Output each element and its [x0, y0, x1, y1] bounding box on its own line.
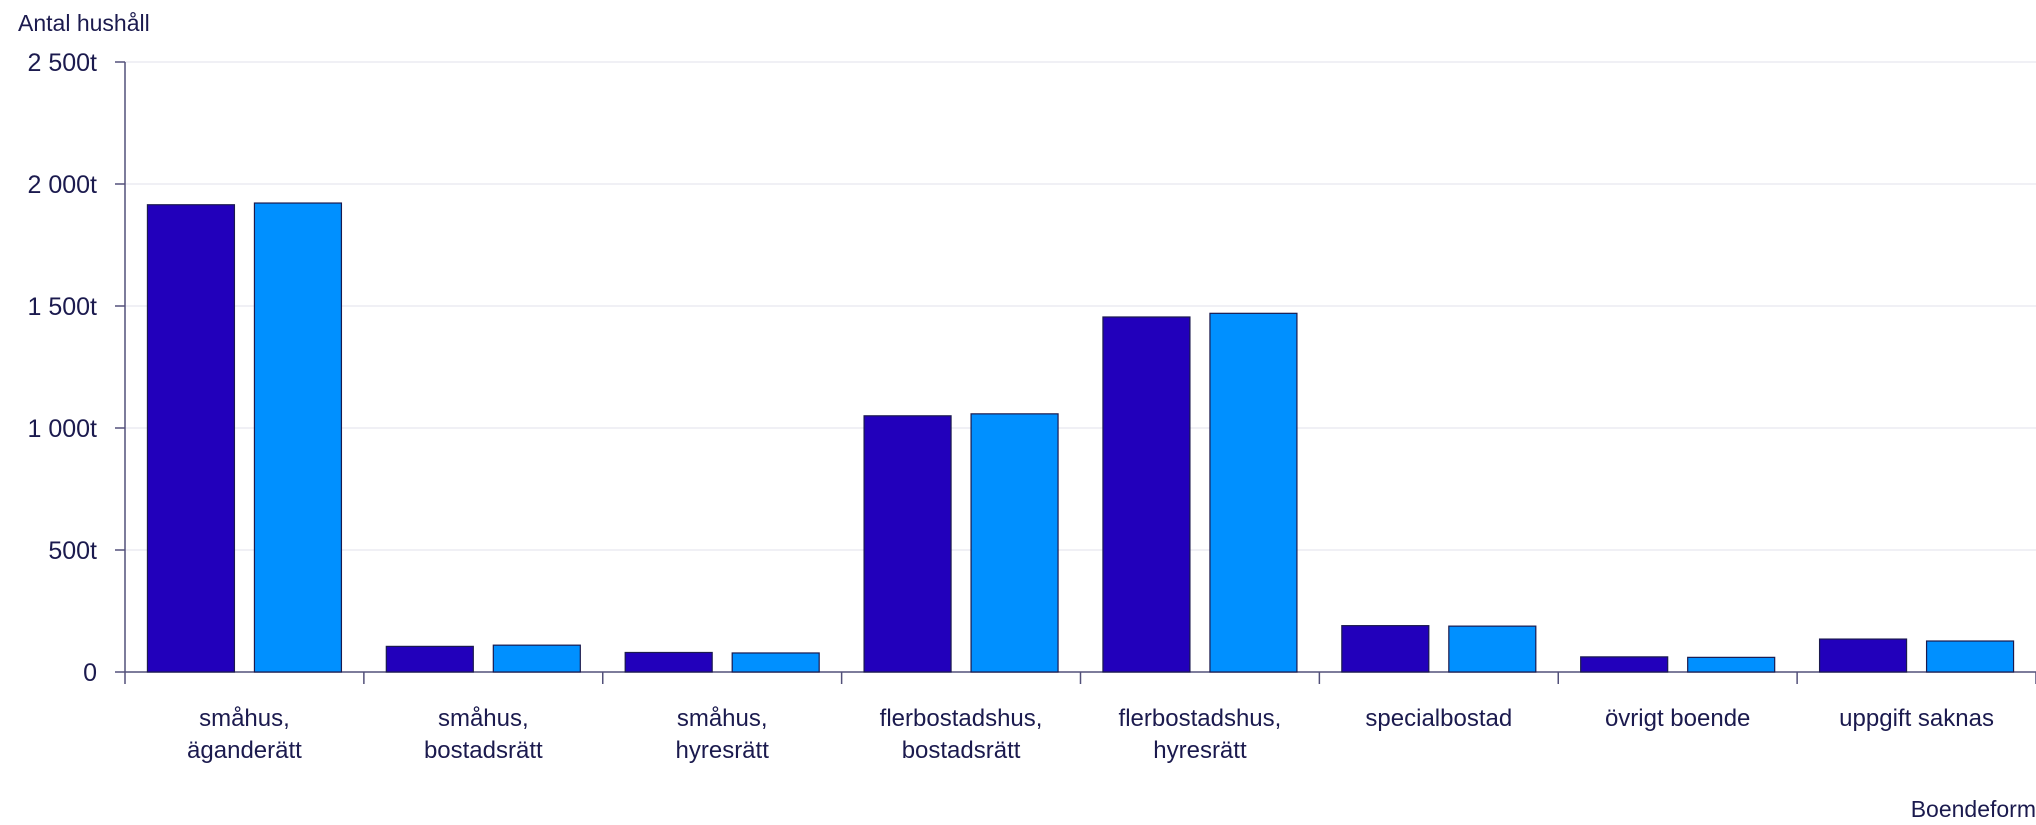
- bar: [1925, 640, 2015, 673]
- x-tick-label: flerbostadshus,: [1119, 705, 1282, 732]
- x-tick-label: småhus,: [438, 705, 529, 732]
- bar: [492, 644, 581, 673]
- y-tick-label: 500t: [48, 537, 97, 565]
- y-tick-label: 2 500t: [27, 49, 97, 77]
- x-tick-label: bostadsrätt: [424, 737, 543, 764]
- y-tick-label: 2 000t: [27, 171, 97, 199]
- bar: [1209, 312, 1298, 673]
- x-tick-label: bostadsrätt: [902, 737, 1021, 764]
- bar: [1448, 625, 1537, 673]
- bar: [1580, 656, 1669, 673]
- bar: [146, 204, 236, 673]
- bar: [385, 645, 474, 673]
- x-tick-label: hyresrätt: [676, 737, 770, 764]
- x-tick-label: småhus,: [199, 705, 290, 732]
- y-tick-label: 1 500t: [27, 293, 97, 321]
- x-tick-label: äganderätt: [187, 737, 302, 764]
- bar: [970, 413, 1059, 673]
- bar: [731, 652, 820, 673]
- x-tick-label: specialbostad: [1365, 705, 1512, 732]
- x-tick-label: övrigt boende: [1605, 705, 1750, 732]
- bar: [863, 415, 952, 673]
- x-tick-label: småhus,: [677, 705, 768, 732]
- y-tick-label: 1 000t: [27, 415, 97, 443]
- y-tick-label: 0: [83, 659, 97, 687]
- bar: [1341, 625, 1430, 673]
- bar: [253, 202, 343, 673]
- bar: [1102, 316, 1191, 673]
- bar: [624, 651, 713, 673]
- bar: [1687, 656, 1776, 673]
- x-tick-label: flerbostadshus,: [880, 705, 1043, 732]
- bar: [1818, 638, 1908, 673]
- x-axis-label: Boendeform: [1910, 796, 2036, 822]
- x-tick-label: uppgift saknas: [1839, 705, 1994, 732]
- y-axis-label: Antal hushåll: [18, 10, 150, 36]
- x-tick-label: hyresrätt: [1153, 737, 1247, 764]
